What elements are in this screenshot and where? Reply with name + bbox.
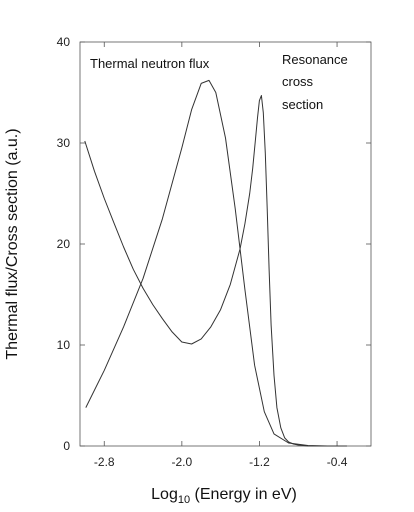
- annotation-cross: cross: [282, 74, 314, 89]
- y-axis-title: Thermal flux/Cross section (a.u.): [4, 128, 21, 359]
- x-axis-title-subscript: 10: [178, 494, 190, 506]
- x-tick-label: -2.0: [172, 455, 193, 469]
- y-tick-labels: 0 10 20 30 40: [57, 35, 71, 453]
- x-tick-label: -2.8: [94, 455, 115, 469]
- y-tick-label: 0: [63, 439, 70, 453]
- x-axis-title-tail: (Energy in eV): [190, 486, 297, 503]
- x-axis-title: Log10 (Energy in eV): [151, 486, 297, 506]
- series-line-1: [85, 79, 347, 447]
- annotation-resonance: Resonance: [282, 52, 348, 67]
- tick-marks-group: [80, 41, 371, 447]
- annotation-section: section: [282, 97, 323, 112]
- y-tick-label: 30: [57, 136, 71, 150]
- y-tick-label: 20: [57, 237, 71, 251]
- x-tick-label: -0.4: [327, 455, 348, 469]
- y-tick-label: 10: [57, 338, 71, 352]
- y-tick-label: 40: [57, 35, 71, 49]
- x-axis-title-main: Log: [151, 486, 178, 503]
- series-line-2: [84, 95, 347, 447]
- plot-frame: [79, 41, 372, 447]
- annotation-thermal-flux: Thermal neutron flux: [90, 56, 210, 71]
- x-tick-label: -1.2: [249, 455, 270, 469]
- series-group: [84, 79, 347, 447]
- x-tick-labels: -2.8 -2.0 -1.2 -0.4: [94, 455, 348, 469]
